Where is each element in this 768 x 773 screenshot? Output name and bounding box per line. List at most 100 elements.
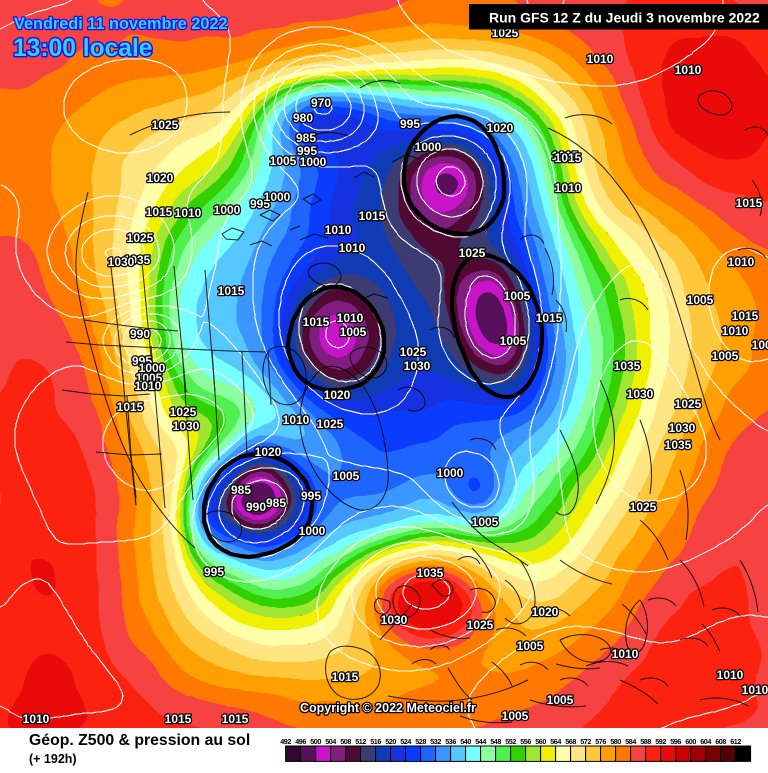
svg-text:1015: 1015	[146, 205, 173, 219]
svg-text:1005: 1005	[547, 693, 574, 707]
svg-text:985: 985	[266, 496, 286, 510]
svg-text:1020: 1020	[487, 121, 514, 135]
svg-text:1005: 1005	[502, 709, 529, 723]
svg-text:1015: 1015	[732, 309, 759, 323]
svg-text:990: 990	[130, 327, 150, 341]
svg-text:1015: 1015	[303, 315, 330, 329]
svg-text:500: 500	[310, 737, 321, 746]
svg-text:1005: 1005	[340, 325, 367, 339]
svg-text:568: 568	[565, 737, 576, 746]
svg-text:1010: 1010	[325, 223, 352, 237]
svg-text:1005: 1005	[687, 293, 714, 307]
svg-text:1000: 1000	[264, 190, 291, 204]
svg-text:1010: 1010	[742, 683, 768, 697]
svg-text:520: 520	[385, 737, 396, 746]
svg-text:1010: 1010	[23, 712, 50, 726]
svg-text:1035: 1035	[614, 359, 641, 373]
svg-text:1005: 1005	[270, 154, 297, 168]
svg-text:1020: 1020	[147, 171, 174, 185]
svg-text:1025: 1025	[459, 246, 486, 260]
svg-text:995: 995	[400, 117, 420, 131]
svg-text:Copyright © 2022 Meteociel.fr: Copyright © 2022 Meteociel.fr	[300, 701, 476, 715]
svg-text:1005: 1005	[504, 289, 531, 303]
svg-text:596: 596	[670, 737, 681, 746]
svg-text:584: 584	[625, 737, 636, 746]
svg-text:540: 540	[460, 737, 471, 746]
svg-text:1030: 1030	[669, 421, 696, 435]
svg-text:995: 995	[297, 144, 317, 158]
svg-text:995: 995	[250, 197, 270, 211]
svg-text:1000: 1000	[214, 203, 241, 217]
svg-text:576: 576	[595, 737, 606, 746]
svg-text:1030: 1030	[108, 255, 135, 269]
svg-text:1010: 1010	[612, 647, 639, 661]
svg-text:1030: 1030	[173, 419, 200, 433]
svg-text:564: 564	[550, 737, 561, 746]
svg-text:524: 524	[400, 737, 411, 746]
svg-text:496: 496	[295, 737, 306, 746]
svg-text:985: 985	[296, 131, 316, 145]
svg-text:1015: 1015	[165, 712, 192, 726]
svg-text:1000: 1000	[300, 155, 327, 169]
svg-text:1025: 1025	[630, 500, 657, 514]
svg-text:600: 600	[685, 737, 696, 746]
svg-text:1010: 1010	[339, 241, 366, 255]
svg-text:1005: 1005	[500, 334, 527, 348]
svg-text:1000: 1000	[752, 338, 768, 352]
svg-text:Run GFS 12 Z du Jeudi 3 novemb: Run GFS 12 Z du Jeudi 3 novembre 2022	[489, 10, 760, 26]
svg-text:1030: 1030	[404, 359, 431, 373]
svg-text:(+ 192h): (+ 192h)	[29, 752, 77, 766]
svg-text:1005: 1005	[136, 371, 163, 385]
svg-text:1015: 1015	[555, 151, 582, 165]
svg-text:995: 995	[132, 354, 152, 368]
svg-text:604: 604	[700, 737, 711, 746]
svg-text:1020: 1020	[255, 445, 282, 459]
svg-text:1025: 1025	[317, 417, 344, 431]
svg-text:1015: 1015	[222, 712, 249, 726]
svg-text:560: 560	[535, 737, 546, 746]
svg-text:556: 556	[520, 737, 531, 746]
svg-text:580: 580	[610, 737, 621, 746]
svg-text:512: 512	[355, 737, 366, 746]
svg-text:1010: 1010	[717, 668, 744, 682]
svg-text:1015: 1015	[736, 196, 763, 210]
svg-text:1005: 1005	[712, 349, 739, 363]
svg-text:1035: 1035	[417, 566, 444, 580]
svg-text:1010: 1010	[555, 181, 582, 195]
svg-text:1035: 1035	[124, 253, 151, 267]
svg-text:1005: 1005	[472, 515, 499, 529]
svg-text:990: 990	[246, 500, 266, 514]
svg-text:1000: 1000	[139, 361, 166, 375]
svg-text:1010: 1010	[135, 379, 162, 393]
svg-text:1010: 1010	[587, 52, 614, 66]
svg-text:588: 588	[640, 737, 651, 746]
svg-text:592: 592	[655, 737, 666, 746]
svg-text:970: 970	[311, 96, 331, 110]
svg-text:1010: 1010	[175, 206, 202, 220]
svg-text:13:00 locale: 13:00 locale	[13, 35, 152, 62]
svg-text:1010: 1010	[283, 413, 310, 427]
svg-text:1000: 1000	[415, 140, 442, 154]
svg-text:980: 980	[293, 111, 313, 125]
svg-text:548: 548	[490, 737, 501, 746]
svg-text:1015: 1015	[536, 311, 563, 325]
svg-text:1025: 1025	[170, 405, 197, 419]
svg-text:608: 608	[715, 737, 726, 746]
svg-text:1015: 1015	[332, 670, 359, 684]
svg-text:1000: 1000	[299, 524, 326, 538]
svg-text:1005: 1005	[333, 469, 360, 483]
svg-text:1025: 1025	[127, 231, 154, 245]
svg-text:572: 572	[580, 737, 591, 746]
svg-text:1015: 1015	[117, 400, 144, 414]
svg-text:1025: 1025	[400, 345, 427, 359]
svg-text:1025: 1025	[467, 618, 494, 632]
svg-text:995: 995	[301, 489, 321, 503]
svg-text:Vendredi 11 novembre 2022: Vendredi 11 novembre 2022	[14, 15, 228, 33]
svg-text:1010: 1010	[675, 63, 702, 77]
svg-text:1030: 1030	[627, 387, 654, 401]
svg-text:536: 536	[445, 737, 456, 746]
svg-text:532: 532	[430, 737, 441, 746]
svg-text:612: 612	[730, 737, 741, 746]
svg-text:1020: 1020	[324, 388, 351, 402]
svg-text:544: 544	[475, 737, 486, 746]
